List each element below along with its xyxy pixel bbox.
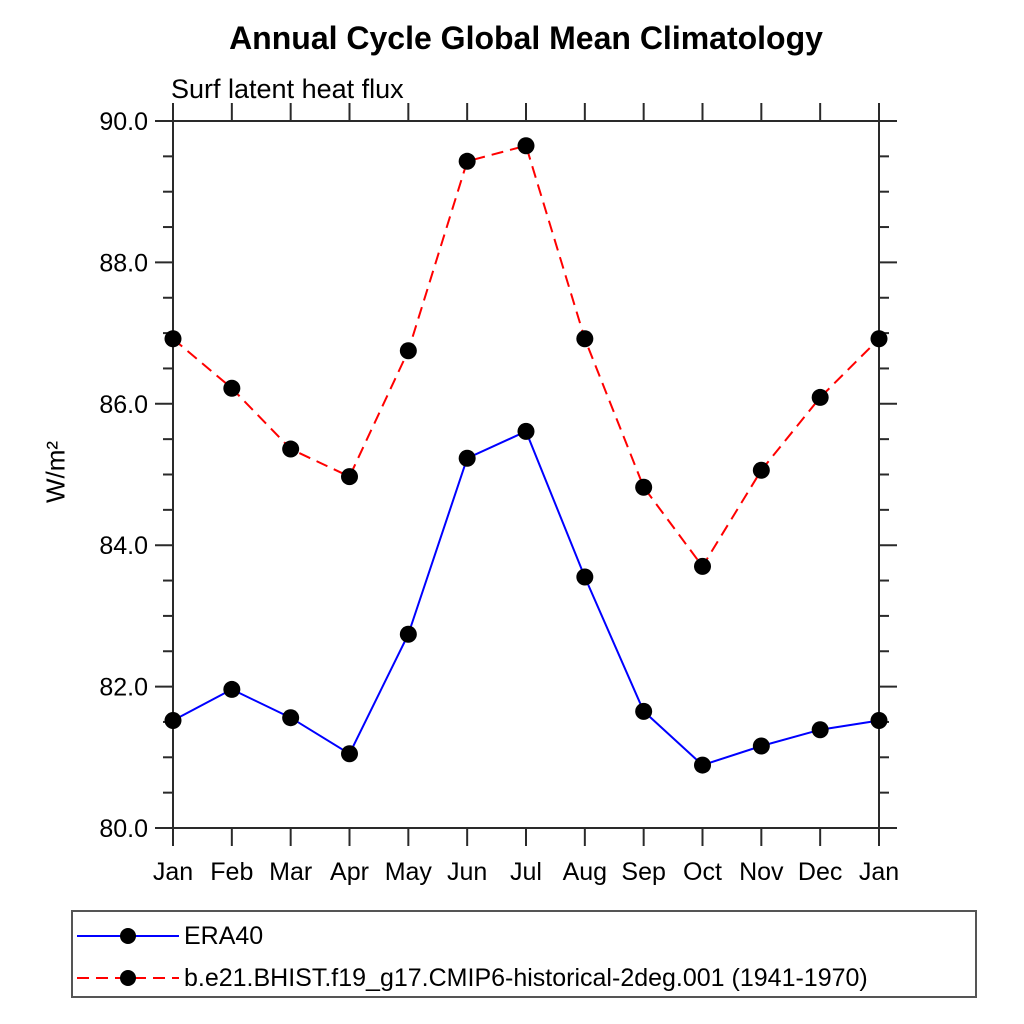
x-axis-tick-label: Sep (621, 858, 665, 886)
data-point-marker (458, 152, 476, 170)
x-axis-tick-label: Jun (447, 858, 487, 886)
data-point-marker (164, 712, 182, 730)
x-axis-tick-label: Jan (153, 858, 193, 886)
series-line-era40 (172, 430, 880, 767)
legend-item: b.e21.BHIST.f19_g17.CMIP6-historical-2de… (75, 958, 868, 998)
data-point-marker (576, 330, 594, 348)
data-point-marker (694, 756, 711, 774)
data-point-marker (635, 478, 653, 496)
x-axis-tick-label: Feb (210, 858, 253, 886)
data-point-marker (870, 712, 888, 730)
chart-subtitle: Surf latent heat flux (171, 74, 404, 104)
data-point-marker (164, 330, 182, 348)
data-point-marker (811, 721, 829, 739)
chart-title: Annual Cycle Global Mean Climatology (229, 20, 823, 56)
data-point-marker (282, 440, 300, 458)
y-axis-tick-label: 86.0 (99, 391, 148, 419)
x-axis-tick-label: Mar (269, 858, 312, 886)
x-axis-tick-label: May (385, 858, 433, 886)
legend-line-sample (77, 970, 179, 986)
x-axis-tick-label: Aug (563, 858, 607, 886)
y-axis-tick-label: 88.0 (99, 249, 148, 277)
data-point-marker (282, 709, 300, 727)
x-axis-tick-label: Jul (510, 858, 542, 886)
series-line-model (172, 144, 880, 569)
data-point-marker (870, 330, 888, 348)
x-axis-tick-label: Oct (683, 858, 722, 886)
data-point-marker (576, 568, 594, 586)
data-point-marker (341, 468, 358, 486)
legend-marker-icon (120, 970, 136, 986)
plot-frame (172, 120, 880, 829)
x-axis-tick-label: Apr (330, 858, 369, 886)
y-axis-tick-label: 84.0 (99, 532, 148, 560)
data-point-marker (223, 680, 241, 698)
data-point-marker (399, 342, 417, 360)
y-axis-tick-label: 90.0 (99, 108, 148, 136)
x-axis-tick-label: Dec (798, 858, 842, 886)
data-point-marker (635, 702, 653, 720)
data-point-marker (399, 625, 417, 643)
legend-label: ERA40 (184, 921, 264, 950)
data-point-marker (517, 137, 535, 155)
data-point-marker (458, 449, 476, 467)
legend: ERA40 b.e21.BHIST.f19_g17.CMIP6-historica… (71, 910, 977, 998)
legend-line-sample (77, 928, 179, 944)
data-point-marker (694, 557, 711, 575)
data-point-marker (223, 379, 241, 397)
legend-marker-icon (120, 928, 136, 944)
data-point-marker (811, 388, 829, 406)
y-axis-tick-label: 80.0 (99, 815, 148, 843)
x-axis-tick-label: Jan (859, 858, 899, 886)
data-point-marker (752, 461, 770, 479)
data-point-marker (517, 422, 535, 440)
legend-label: b.e21.BHIST.f19_g17.CMIP6-historical-2de… (184, 963, 868, 992)
data-point-marker (341, 745, 358, 763)
y-axis-tick-label: 82.0 (99, 674, 148, 702)
x-axis-tick-label: Nov (739, 858, 784, 886)
legend-item: ERA40 (75, 916, 263, 956)
data-point-marker (752, 737, 770, 755)
